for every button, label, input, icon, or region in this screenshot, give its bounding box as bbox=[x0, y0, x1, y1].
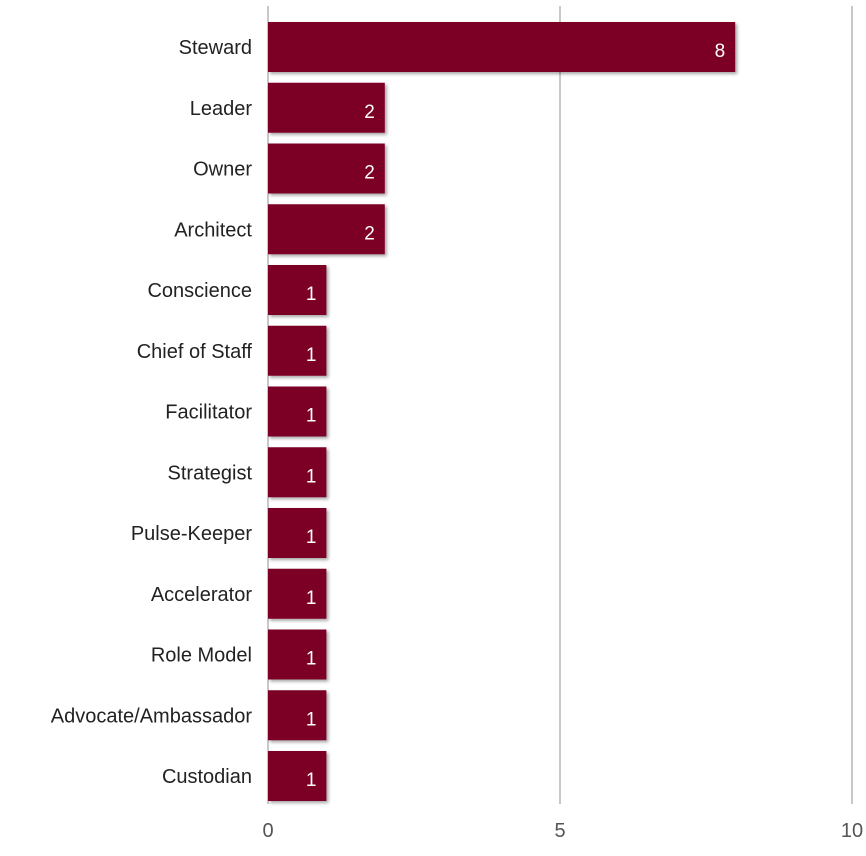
x-tick-label: 5 bbox=[554, 820, 565, 842]
category-label: Role Model bbox=[151, 645, 252, 667]
bar-custodian bbox=[268, 751, 327, 801]
bar-pulse-keeper bbox=[268, 508, 327, 558]
bar-chief-of-staff bbox=[268, 325, 327, 376]
category-label: Leader bbox=[190, 98, 253, 120]
category-label: Strategist bbox=[168, 462, 253, 484]
data-label: 2 bbox=[364, 163, 375, 184]
data-label: 1 bbox=[306, 284, 317, 305]
category-label: Owner bbox=[193, 159, 252, 181]
bar-steward bbox=[268, 22, 736, 72]
bar-conscience bbox=[268, 265, 327, 315]
data-labels: 8 2 2 2 1 1 1 1 1 1 1 1 1 bbox=[306, 41, 725, 791]
bar-strategist bbox=[268, 447, 327, 498]
data-label: 1 bbox=[306, 649, 317, 670]
x-tick-label: 0 bbox=[262, 820, 273, 842]
bar-advocate-ambassador bbox=[268, 690, 327, 741]
category-label: Conscience bbox=[147, 280, 252, 302]
data-label: 2 bbox=[364, 223, 375, 244]
data-label: 1 bbox=[306, 770, 317, 791]
bar-leader bbox=[268, 82, 385, 133]
data-label: 1 bbox=[306, 709, 317, 730]
x-axis-tick-labels: 0 5 10 bbox=[262, 820, 863, 842]
category-label: Chief of Staff bbox=[137, 341, 253, 363]
data-label: 8 bbox=[715, 41, 726, 62]
data-label: 1 bbox=[306, 527, 317, 548]
bars bbox=[268, 22, 736, 801]
data-label: 1 bbox=[306, 588, 317, 609]
category-label: Custodian bbox=[162, 766, 252, 788]
x-tick-label: 10 bbox=[841, 820, 863, 842]
bar-role-model bbox=[268, 629, 327, 680]
bar-owner bbox=[268, 143, 385, 194]
category-label: Facilitator bbox=[165, 402, 252, 424]
data-label: 1 bbox=[306, 406, 317, 427]
category-label: Pulse-Keeper bbox=[131, 523, 253, 545]
category-label: Architect bbox=[174, 219, 252, 241]
data-label: 1 bbox=[306, 466, 317, 487]
category-labels: Steward Leader Owner Architect Conscience Chi… bbox=[51, 37, 253, 788]
bar-facilitator bbox=[268, 386, 327, 437]
category-label: Advocate/Ambassador bbox=[51, 705, 253, 727]
data-label: 2 bbox=[364, 102, 375, 123]
data-label: 1 bbox=[306, 345, 317, 366]
bar-accelerator bbox=[268, 568, 327, 619]
category-label: Accelerator bbox=[151, 584, 252, 606]
bar-architect bbox=[268, 204, 385, 255]
category-label: Steward bbox=[179, 37, 252, 59]
